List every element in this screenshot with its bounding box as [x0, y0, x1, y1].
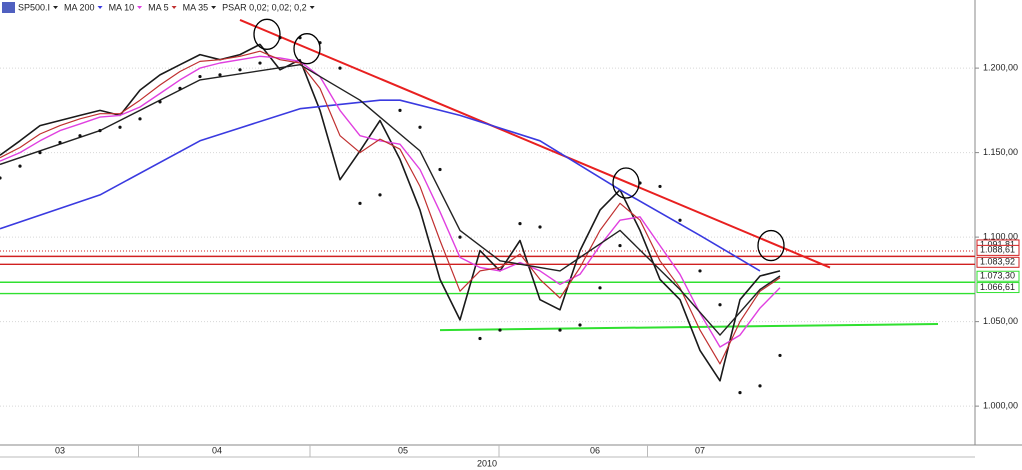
psar-dot: [398, 108, 402, 112]
psar-dot: [438, 167, 442, 172]
highlight-circle: [757, 229, 785, 262]
legend-entry: MA 200: [64, 2, 95, 12]
highlight-circle: [612, 167, 640, 199]
psar-dot: [178, 86, 182, 90]
series-line: [0, 50, 781, 365]
psar-dot: [138, 117, 142, 121]
psar-dot: [118, 125, 122, 129]
x-tick-label: 06: [590, 445, 600, 455]
legend-caret: [309, 6, 315, 9]
psar-dot: [678, 218, 682, 222]
x-tick-label: 03: [55, 445, 65, 455]
psar-dot: [18, 164, 22, 168]
y-tick-label: 1.150,00: [983, 147, 1018, 157]
psar-dot: [0, 176, 2, 180]
y-tick-label: 1.050,00: [983, 316, 1018, 326]
psar-dot: [538, 225, 542, 229]
trendline: [239, 19, 831, 269]
legend-caret: [137, 6, 143, 9]
psar-dot: [658, 184, 662, 189]
legend-entry: SP500.I: [18, 2, 50, 12]
series-line: [0, 99, 761, 272]
x-tick-label: 04: [212, 445, 222, 455]
level-label: 1.091,81: [980, 239, 1015, 249]
psar-dot: [238, 68, 242, 72]
level-label-box: [976, 270, 1020, 282]
legend-caret: [171, 6, 177, 9]
trendline: [439, 322, 939, 332]
psar-dot: [758, 384, 762, 388]
psar-dot: [218, 73, 222, 77]
legend-entry: PSAR 0,02; 0,02; 0,2: [222, 2, 307, 12]
psar-dot: [778, 353, 782, 358]
legend-caret: [97, 6, 103, 9]
psar-dot: [458, 235, 462, 239]
psar-dot: [718, 303, 722, 307]
x-tick-label: 07: [695, 445, 705, 455]
psar-dot: [618, 243, 622, 248]
level-label: 1.066,61: [980, 282, 1015, 292]
series-line: [0, 43, 781, 382]
series-line: [0, 64, 781, 336]
level-label-box: [976, 282, 1020, 294]
psar-dot: [418, 125, 422, 129]
psar-dot: [38, 151, 42, 155]
level-label-box: [976, 256, 1020, 268]
year-label: 2010: [477, 458, 497, 468]
legend-entry: MA 35: [183, 2, 209, 12]
legend: SP500.I MA 200 MA 10 MA 5 MA 35 PSAR 0,02; 0,…: [2, 2, 315, 13]
psar-dot: [158, 100, 162, 104]
psar-dot: [598, 286, 602, 290]
legend-caret: [53, 6, 59, 9]
legend-icon: [2, 2, 15, 13]
psar-dot: [258, 61, 262, 65]
level-label: 1.088,61: [980, 245, 1015, 255]
psar-dot: [518, 221, 522, 226]
psar-dot: [358, 201, 362, 205]
y-tick-label: 1.200,00: [983, 62, 1018, 72]
psar-dot: [198, 74, 202, 79]
level-label-box: [976, 244, 1020, 256]
psar-dot: [478, 336, 482, 341]
highlight-circle: [293, 33, 321, 65]
psar-dot: [698, 269, 702, 273]
psar-dot: [738, 391, 742, 395]
y-tick-label: 1.000,00: [983, 401, 1018, 411]
psar-dot: [98, 129, 102, 133]
y-tick-label: 1.100,00: [983, 231, 1018, 241]
highlight-circle: [253, 18, 281, 50]
psar-dot: [558, 328, 562, 332]
level-label: 1.083,92: [980, 257, 1015, 267]
psar-dot: [578, 323, 582, 327]
psar-dot: [498, 328, 502, 332]
psar-dot: [338, 66, 342, 70]
psar-dot: [78, 134, 82, 138]
level-label: 1.073,30: [980, 271, 1015, 281]
legend-entry: MA 5: [148, 2, 169, 12]
legend-caret: [211, 6, 217, 9]
series-line: [0, 55, 781, 348]
x-tick-label: 05: [398, 445, 408, 455]
psar-dot: [58, 140, 62, 145]
psar-dot: [378, 193, 382, 197]
legend-entry: MA 10: [109, 2, 135, 12]
